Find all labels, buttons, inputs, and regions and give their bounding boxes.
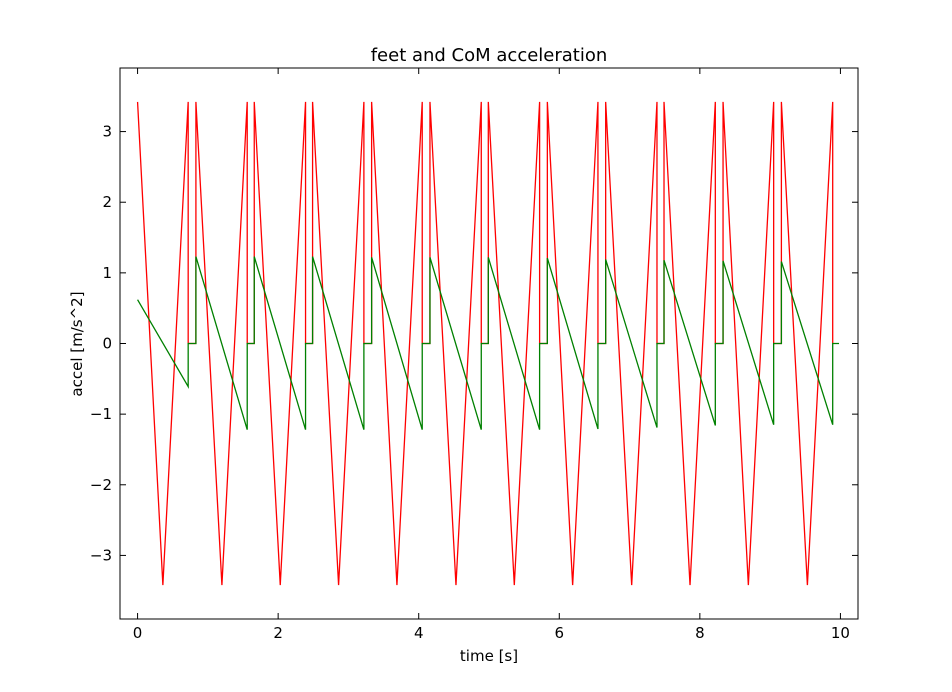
y-tick-label: −3 [90,546,112,564]
x-tick-label: 0 [133,624,143,642]
y-tick-label: −1 [90,405,112,423]
y-tick-label: 2 [102,193,112,211]
tick-labels: 0 2 4 6 8 10 −3 −2 −1 0 1 2 3 [90,123,850,642]
chart-title: feet and CoM acceleration [371,45,608,66]
y-tick-label: −2 [90,476,112,494]
x-tick-label: 6 [555,624,565,642]
series-line-2 [137,256,840,430]
y-axis-label: accel [m/s^2] [68,291,86,396]
y-tick-label: 3 [102,123,112,141]
x-tick-label: 4 [414,624,424,642]
plot-area [136,101,840,586]
x-tick-label: 2 [273,624,283,642]
x-tick-label: 8 [695,624,705,642]
y-tick-label: 0 [102,335,112,353]
axes-frame [119,67,859,620]
x-axis-label: time [s] [460,647,518,665]
x-tick-label: 10 [831,624,850,642]
y-tick-label: 1 [102,264,112,282]
axis-ticks [120,68,858,619]
